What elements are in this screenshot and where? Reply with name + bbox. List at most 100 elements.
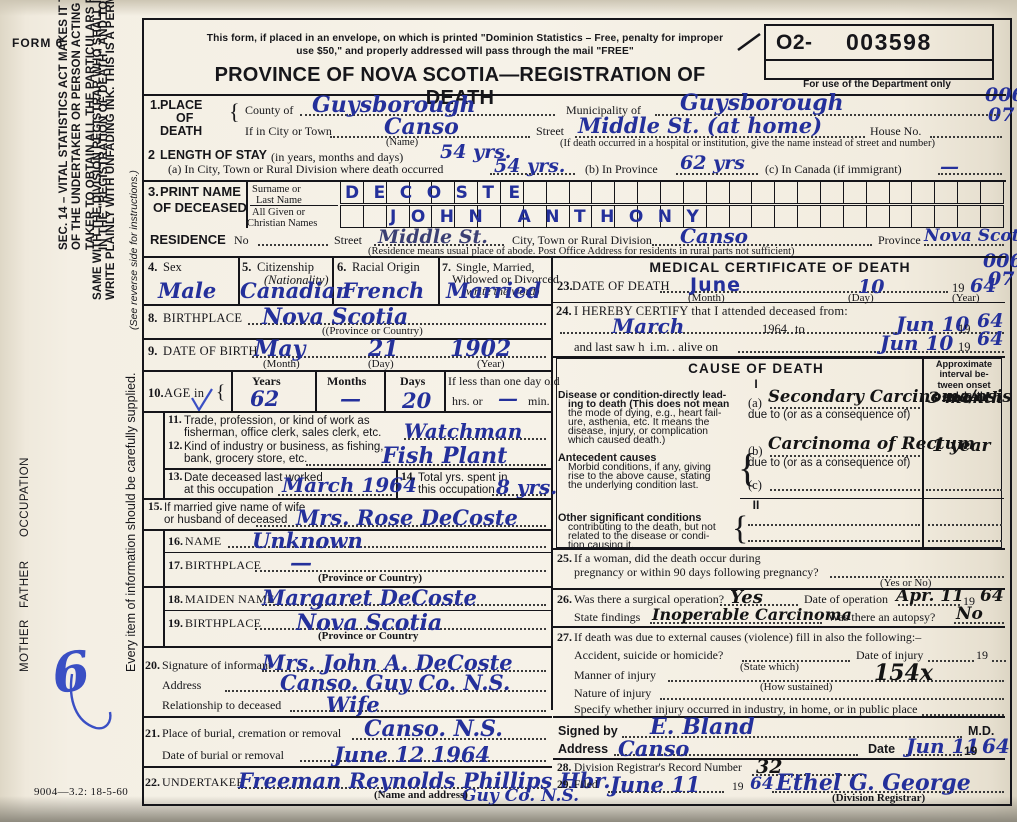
cause-part2-label-2: contributing to the death, but not	[568, 522, 716, 533]
residence-city-rule	[652, 244, 872, 246]
surname-letter-grid[interactable]	[340, 181, 1004, 204]
section26-autopsy-value: No	[956, 604, 983, 624]
section26-label: Was there a surgical operation?	[574, 592, 725, 606]
cause-part2-label-4: tion causing it.	[568, 540, 634, 551]
section22-number: 22.	[145, 775, 160, 789]
residence-city-label: City, Town or Rural Division	[512, 233, 652, 247]
street-label: Street	[536, 124, 564, 138]
section27-nature-rule	[660, 698, 1004, 700]
street-rule	[575, 136, 865, 138]
section10-label: AGE in	[164, 386, 205, 400]
section22-caption: (Name and address)	[374, 789, 468, 801]
residence-label: RESIDENCE	[150, 232, 226, 247]
section26-autopsy-label: Was there an autopsy?	[828, 610, 936, 624]
section21-date-rule	[300, 760, 546, 762]
section13-label-2: at this occupation	[184, 484, 274, 496]
legal-line-6: WRITE PLAINLY WITH UNFADING INK. THIS IS…	[105, 0, 118, 300]
section2c-label: (c) In Canada (if immigrant)	[765, 162, 902, 176]
section24-from-value: March	[612, 314, 685, 338]
scan-shadow-top	[0, 0, 1017, 16]
registration-prefix: O2-	[776, 31, 813, 54]
section20-relationship-value: Wife	[326, 692, 380, 717]
section18-value: Margaret DeCoste	[262, 585, 477, 610]
signature-date-year-prefix: 19	[964, 744, 978, 758]
residence-city-value: Canso	[680, 224, 749, 248]
mother-vertical-label: MOTHER	[19, 619, 31, 672]
section23-year-value: 64	[970, 275, 997, 297]
section26-number: 26.	[557, 592, 572, 606]
municipality-rule	[655, 114, 1000, 116]
cause-row-c-interval-rule	[926, 489, 1002, 491]
signature-date-year: 64	[982, 734, 1010, 758]
section17-rule	[255, 570, 546, 572]
interval-header: Approximate interval be- tween onset and…	[935, 359, 993, 402]
given-label-1: All Given or	[252, 207, 306, 218]
section28-value: 32	[756, 756, 783, 778]
section14-label-1: Total yrs. spent in	[418, 472, 508, 484]
section7-label-2: Widowed or Divorced	[452, 272, 559, 286]
section3-number: 3.	[148, 184, 159, 199]
cause-row-a-rule	[770, 407, 920, 409]
registration-caption: For use of the Department only	[803, 79, 951, 90]
residence-caption: (Residence means usual place of abode. P…	[368, 246, 795, 257]
section9-year-value: 1902	[450, 336, 512, 362]
given-names-letter-grid[interactable]	[340, 205, 1004, 228]
county-rule	[300, 114, 555, 116]
section11-rule	[404, 438, 546, 440]
section25-label-2: pregnancy or within 90 days following pr…	[574, 565, 819, 579]
section21-label: Place of burial, cremation or removal	[162, 726, 342, 740]
section23-number: 23.	[557, 279, 573, 293]
section7-label-1: Single, Married,	[456, 260, 535, 274]
section17-value: —	[290, 550, 312, 576]
section5-number: 5.	[242, 260, 252, 274]
section27-manner-caption: (How sustained)	[760, 681, 833, 693]
cause-row-a-dueto: due to (or as a consequence of)	[748, 409, 911, 421]
section26-value-rule	[720, 604, 798, 606]
section19-number: 19.	[168, 616, 183, 630]
surname-label-1: Surname or	[252, 184, 301, 195]
cause-part1-label-4: ure, asthenia, etc. It means the	[568, 417, 710, 428]
section13-number: 13.	[168, 471, 183, 483]
cause-antecedent-label-1: Antecedent causes	[558, 452, 657, 464]
section2a-rule	[490, 173, 575, 175]
legal-line-1: SEC. 14 – VITAL STATISTICS ACT MAKES IT …	[58, 0, 70, 250]
section27-injury-date-label: Date of injury	[856, 648, 924, 662]
city-town-caption: (Name)	[386, 137, 419, 148]
section26-date-label: Date of operation	[804, 592, 888, 606]
cause-row-a-interval: 3 month	[928, 388, 1003, 407]
section10-hrs-label: hrs. or	[452, 394, 483, 408]
section29-year-prefix: 19	[732, 781, 744, 793]
signature-signed-value: E. Bland	[650, 714, 755, 740]
section4-value: Male	[158, 278, 217, 303]
section1-label-3: DEATH	[160, 124, 203, 138]
section29-label: Filed	[574, 779, 598, 791]
section2b-rule	[676, 173, 758, 175]
margin-pen-flourish	[69, 673, 112, 730]
section1-label-1: PLACE	[160, 98, 203, 112]
section15-label-1: If married give name of wife	[164, 502, 306, 514]
section24-lastsaw-year-prefix: 19	[958, 340, 971, 354]
section8-rule	[248, 323, 546, 325]
section8-number: 8.	[148, 311, 158, 325]
cause-part1-label-6: which caused death.)	[568, 435, 666, 446]
section24-lastsaw-value: Jun 10	[880, 331, 954, 355]
section24-attend-rule	[560, 332, 1004, 334]
section16-rule	[228, 546, 546, 548]
section4-number: 4.	[148, 260, 158, 274]
cause-row-c-marker: (c)	[748, 478, 762, 492]
section6-value: French	[342, 278, 425, 303]
section17-caption: (Province or Country)	[318, 572, 423, 584]
form-border	[142, 18, 1012, 806]
signature-md-label: M.D.	[968, 724, 995, 738]
section9-day-caption: (Day)	[368, 358, 394, 370]
section17-label: BIRTHPLACE	[185, 558, 262, 572]
city-town-label: If in City or Town	[245, 124, 332, 138]
county-label: County of	[245, 103, 294, 117]
legal-notice-vertical-2: SAME WITH THE DIVISION REGISTRAR WHO SHA…	[92, 0, 119, 300]
section20-relationship-rule	[290, 710, 546, 712]
section14-label-2: this occupation	[418, 484, 495, 496]
section10-days-value: 20	[402, 388, 432, 413]
section29-date-value: June 11	[610, 772, 701, 797]
section26-date-rule	[898, 604, 960, 606]
cause-part2-interval-rule-1	[928, 524, 1002, 526]
